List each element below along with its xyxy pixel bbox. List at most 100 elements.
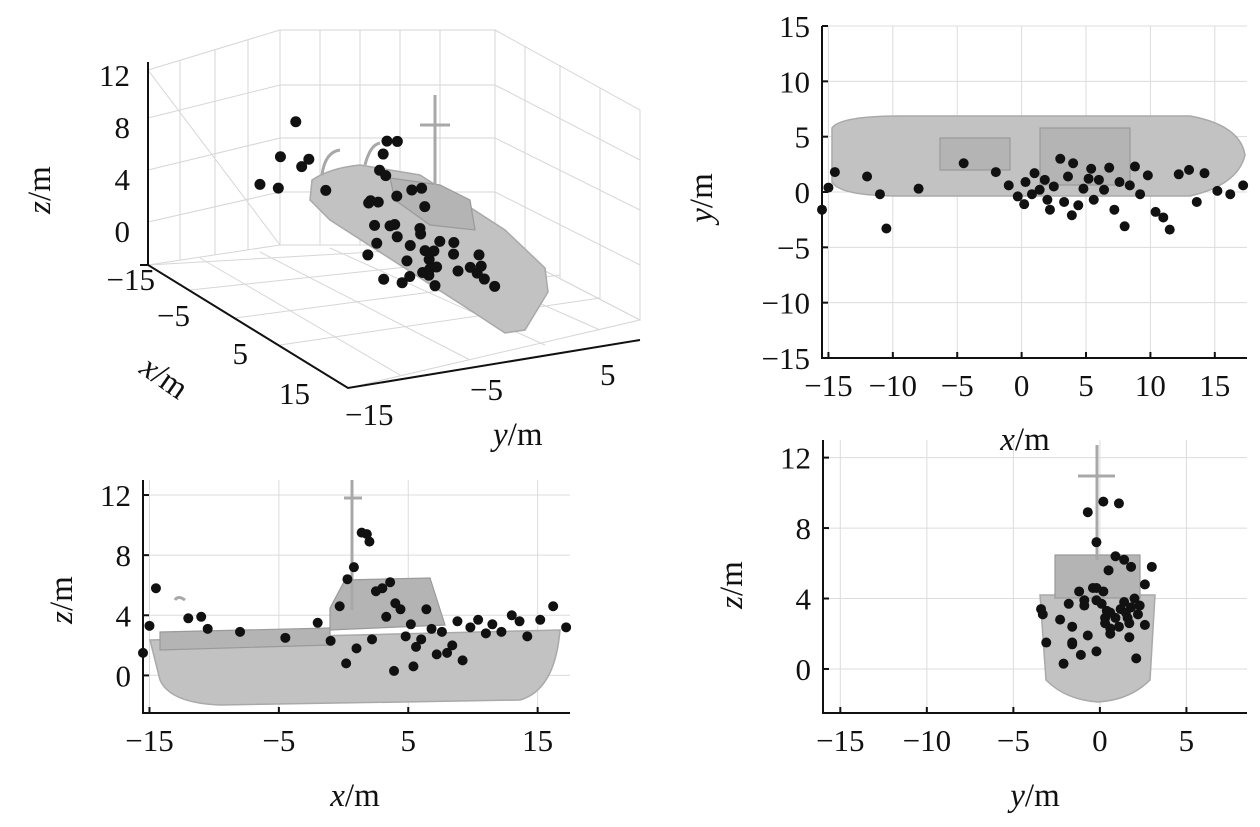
data-point bbox=[428, 245, 440, 257]
data-point bbox=[1110, 551, 1121, 562]
data-point bbox=[411, 641, 422, 652]
data-point bbox=[480, 628, 491, 639]
data-point bbox=[1150, 206, 1161, 217]
tick-label-x: 10 bbox=[1135, 368, 1166, 403]
data-point bbox=[1029, 168, 1040, 179]
axis-label-y: y/m bbox=[684, 173, 720, 226]
data-point bbox=[1139, 619, 1150, 630]
tick-label-y: 0 bbox=[116, 658, 132, 693]
data-point bbox=[202, 623, 213, 634]
data-point bbox=[1041, 637, 1052, 648]
data-point bbox=[1063, 598, 1074, 609]
data-point bbox=[535, 614, 546, 625]
data-point bbox=[341, 658, 352, 669]
tick-label: −15 bbox=[107, 262, 155, 297]
data-point bbox=[419, 245, 431, 257]
data-point bbox=[1048, 181, 1059, 192]
tick-label-y: 4 bbox=[116, 598, 132, 633]
data-point bbox=[423, 253, 435, 265]
data-point bbox=[1042, 194, 1053, 205]
tick-label-y: 0 bbox=[795, 175, 811, 210]
x-ticks-3d: −5 5 15 bbox=[157, 298, 310, 411]
data-point bbox=[1126, 561, 1137, 572]
data-point bbox=[1105, 607, 1116, 618]
data-point bbox=[1098, 496, 1109, 507]
data-point bbox=[1212, 185, 1223, 196]
axis-label-y: y/m bbox=[490, 417, 543, 453]
data-point bbox=[401, 255, 413, 267]
data-point bbox=[1088, 194, 1099, 205]
axis-frame bbox=[142, 480, 570, 714]
tick-label-y: 15 bbox=[779, 9, 810, 44]
data-point bbox=[1074, 586, 1085, 597]
data-point bbox=[561, 622, 572, 633]
tick-label: 5 bbox=[600, 357, 616, 392]
data-point bbox=[1055, 614, 1066, 625]
data-point bbox=[381, 135, 393, 147]
data-points-yz bbox=[1036, 496, 1157, 669]
data-point bbox=[391, 190, 403, 202]
tick-label-x: −15 bbox=[125, 723, 173, 758]
data-point bbox=[1199, 168, 1210, 179]
data-point bbox=[1003, 180, 1014, 191]
data-point bbox=[405, 619, 416, 630]
data-point bbox=[990, 167, 1001, 178]
data-point bbox=[1073, 200, 1084, 211]
grid-yz bbox=[823, 440, 1247, 713]
data-point bbox=[1225, 189, 1236, 200]
data-point bbox=[426, 623, 437, 634]
tick-label: −5 bbox=[157, 298, 190, 333]
tick-label-y: 8 bbox=[796, 511, 812, 546]
data-point bbox=[290, 116, 302, 128]
data-point bbox=[369, 219, 381, 231]
data-point bbox=[361, 529, 372, 540]
data-point bbox=[475, 260, 487, 272]
tick-label: −5 bbox=[470, 372, 503, 407]
data-point bbox=[1079, 600, 1090, 611]
data-point bbox=[1113, 498, 1124, 509]
data-point bbox=[274, 151, 286, 163]
data-point bbox=[325, 635, 336, 646]
data-point bbox=[367, 634, 378, 645]
data-point bbox=[1067, 639, 1078, 650]
data-point bbox=[434, 235, 446, 247]
axis-label-z: z/m bbox=[714, 561, 750, 610]
data-point bbox=[1184, 164, 1195, 175]
data-point bbox=[348, 562, 359, 573]
data-point bbox=[506, 610, 517, 621]
data-point bbox=[374, 164, 386, 176]
tick-label: 15 bbox=[279, 376, 310, 411]
data-point bbox=[1105, 628, 1116, 639]
axis-label-x: x/m bbox=[329, 778, 380, 814]
data-point bbox=[396, 277, 408, 289]
data-point bbox=[391, 231, 403, 243]
data-point bbox=[381, 611, 392, 622]
tick-label-x: −5 bbox=[262, 723, 295, 758]
axis-label-y: y/m bbox=[1007, 778, 1060, 814]
data-point bbox=[447, 640, 458, 651]
data-point bbox=[487, 619, 498, 630]
axes-yz bbox=[822, 440, 1247, 714]
data-point bbox=[150, 583, 161, 594]
data-point bbox=[1158, 212, 1169, 223]
data-point bbox=[1124, 618, 1135, 629]
data-point bbox=[371, 237, 383, 249]
data-point bbox=[1020, 177, 1031, 188]
data-point bbox=[235, 626, 246, 637]
data-point bbox=[1068, 158, 1079, 169]
data-point bbox=[1055, 153, 1066, 164]
data-point bbox=[913, 183, 924, 194]
data-point bbox=[1238, 180, 1249, 191]
data-point bbox=[400, 631, 411, 642]
axis-label-z: z/m bbox=[44, 576, 80, 625]
data-point bbox=[1109, 204, 1120, 215]
data-points-xz bbox=[138, 527, 572, 676]
data-point bbox=[404, 240, 416, 252]
axes-xy bbox=[821, 25, 1247, 359]
tick-label-y: 12 bbox=[100, 478, 131, 513]
data-point bbox=[416, 634, 427, 645]
y-ticks-3d: −15 −5 5 bbox=[345, 357, 616, 432]
